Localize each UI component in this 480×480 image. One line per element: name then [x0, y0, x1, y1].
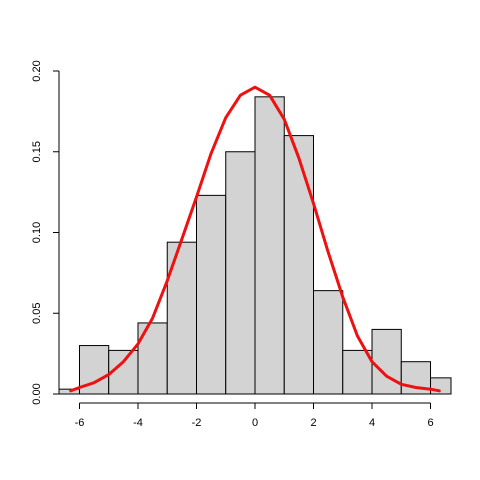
histogram-bar-8 — [283, 135, 315, 395]
y-tick-label: 0.15 — [31, 141, 43, 162]
y-tick-label: 0.20 — [31, 60, 43, 81]
x-tick-label: 2 — [310, 417, 316, 429]
histogram-bar-7 — [254, 96, 285, 395]
density-curve — [69, 85, 441, 393]
x-axis: -6 -4 -2 0 2 4 6 — [75, 402, 434, 429]
y-tick-label: 0.10 — [31, 222, 43, 243]
y-tick-label: 0.05 — [31, 303, 43, 324]
y-tick-label: 0.00 — [31, 383, 43, 404]
x-tick-label: 0 — [252, 417, 258, 429]
y-axis: 0.00 0.05 0.10 0.15 0.20 — [31, 60, 60, 405]
histogram-bar-13 — [430, 377, 452, 395]
histogram-bar-9 — [313, 290, 344, 395]
x-tick-label: -4 — [133, 417, 143, 429]
x-tick-label: -6 — [75, 417, 85, 429]
histogram-bar-5 — [195, 194, 227, 395]
histogram-bar-11 — [371, 328, 402, 395]
x-tick-label: 6 — [427, 417, 433, 429]
histogram-bar-10 — [342, 349, 373, 395]
x-tick-label: -2 — [192, 417, 202, 429]
histogram-bar-6 — [225, 151, 256, 395]
histogram-bars — [58, 96, 452, 395]
x-tick-label: 4 — [369, 417, 375, 429]
